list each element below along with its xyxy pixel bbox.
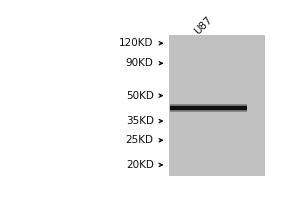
Text: 20KD: 20KD [126, 160, 154, 170]
Bar [170, 104, 247, 105]
Bar [170, 104, 247, 106]
Text: 120KD: 120KD [119, 38, 154, 48]
Text: 35KD: 35KD [126, 116, 154, 126]
Text: U87: U87 [193, 14, 214, 36]
Text: 90KD: 90KD [126, 58, 154, 68]
Bar [169, 35, 266, 176]
Bar [170, 110, 247, 112]
Text: 25KD: 25KD [126, 135, 154, 145]
Bar [170, 104, 247, 112]
Text: 50KD: 50KD [126, 91, 154, 101]
Bar [170, 111, 247, 112]
